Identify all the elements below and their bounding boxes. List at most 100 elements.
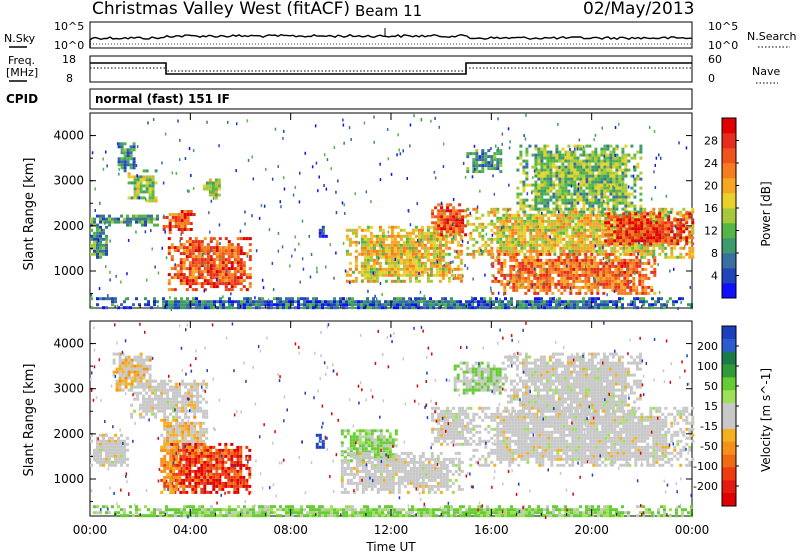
power-echo-cell xyxy=(600,189,604,193)
power-echo-cell xyxy=(321,234,325,238)
power-echo-cell xyxy=(499,225,503,229)
power-echo-cell xyxy=(221,258,225,262)
power-echo-cell xyxy=(559,255,563,259)
power-echo-cell xyxy=(387,267,391,271)
power-echo-cell xyxy=(532,234,536,238)
power-echo-cell xyxy=(530,273,534,277)
power-echo-cell xyxy=(544,246,548,250)
power-echo-cell xyxy=(497,255,501,259)
power-echo-cell xyxy=(120,163,124,167)
power-echo-cell xyxy=(429,279,433,283)
power-echo-cell xyxy=(198,303,201,307)
power-echo-cell xyxy=(423,306,426,310)
power-echo-cell xyxy=(685,242,689,246)
power-echo-cell xyxy=(531,183,535,187)
velocity-echo-cell xyxy=(154,388,158,392)
power-echo-cell xyxy=(560,276,564,280)
power-speckle xyxy=(226,269,228,273)
power-echo-cell xyxy=(614,285,618,289)
power-echo-cell xyxy=(182,249,186,253)
power-echo-cell xyxy=(546,204,550,208)
power-echo-cell xyxy=(522,300,525,304)
power-echo-cell xyxy=(664,213,668,217)
power-echo-cell xyxy=(111,300,114,304)
power-speckle xyxy=(464,264,466,268)
power-echo-cell xyxy=(673,242,677,246)
power-speckle xyxy=(277,231,280,235)
power-echo-cell xyxy=(173,267,177,271)
power-echo-cell xyxy=(570,171,574,175)
power-echo-cell xyxy=(233,282,237,286)
power-speckle xyxy=(263,204,266,208)
power-echo-cell xyxy=(390,279,394,283)
power-echo-cell xyxy=(191,282,195,286)
power-echo-cell xyxy=(583,237,587,241)
power-echo-cell xyxy=(589,228,593,232)
power-speckle xyxy=(423,294,426,298)
power-echo-cell xyxy=(600,159,604,163)
power-echo-cell xyxy=(529,243,533,247)
power-echo-cell xyxy=(402,300,405,304)
power-echo-cell xyxy=(539,273,543,277)
power-echo-cell xyxy=(239,279,243,283)
power-speckle xyxy=(410,297,412,301)
power-echo-cell xyxy=(456,252,460,256)
power-speckle xyxy=(525,113,527,117)
power-echo-cell xyxy=(555,306,558,310)
velocity-echo-cell xyxy=(148,376,152,380)
power-echo-cell xyxy=(570,168,574,172)
power-echo-cell xyxy=(481,152,485,156)
power-speckle xyxy=(452,235,455,239)
power-echo-cell xyxy=(591,300,594,304)
power-speckle xyxy=(650,197,653,201)
power-echo-cell xyxy=(502,246,506,250)
power-echo-cell xyxy=(685,216,689,220)
power-echo-cell xyxy=(378,228,382,232)
power-echo-cell xyxy=(525,183,529,187)
power-echo-cell xyxy=(288,300,291,304)
power-echo-cell xyxy=(567,306,570,310)
power-echo-cell xyxy=(372,264,376,268)
power-echo-cell xyxy=(580,234,584,238)
power-echo-cell xyxy=(197,276,201,280)
velocity-echo-cell xyxy=(139,391,143,395)
power-echo-cell xyxy=(618,168,622,172)
power-echo-cell xyxy=(381,237,385,241)
power-echo-cell xyxy=(243,297,246,301)
power-echo-cell xyxy=(593,255,597,259)
velocity-echo-cell xyxy=(115,388,119,392)
power-echo-cell xyxy=(682,230,686,234)
power-echo-cell xyxy=(643,246,647,250)
power-echo-cell xyxy=(511,237,515,241)
power-echo-cell xyxy=(550,231,554,235)
power-echo-cell xyxy=(472,152,476,156)
power-echo-cell xyxy=(655,236,659,240)
power-echo-cell xyxy=(327,306,330,310)
power-echo-cell xyxy=(449,212,453,216)
power-echo-cell xyxy=(520,237,524,241)
power-echo-cell xyxy=(490,155,494,159)
power-echo-cell xyxy=(573,168,577,172)
power-echo-cell xyxy=(279,297,282,301)
power-echo-cell xyxy=(533,258,537,262)
power-echo-cell xyxy=(102,252,105,256)
power-echo-cell xyxy=(99,225,102,229)
power-echo-cell xyxy=(148,187,152,191)
power-echo-cell xyxy=(218,279,222,283)
power-echo-cell xyxy=(182,276,186,280)
power-echo-cell xyxy=(441,297,444,301)
power-echo-cell xyxy=(603,171,607,175)
power-echo-cell xyxy=(635,288,639,292)
power-echo-cell xyxy=(437,224,441,228)
power-speckle xyxy=(506,273,508,277)
power-echo-cell xyxy=(530,270,534,274)
power-echo-cell xyxy=(612,159,616,163)
power-echo-cell xyxy=(188,255,192,259)
power-echo-cell xyxy=(508,243,512,247)
power-echo-cell xyxy=(156,217,159,221)
power-echo-cell xyxy=(565,240,569,244)
power-echo-cell xyxy=(431,221,435,225)
power-echo-cell xyxy=(658,230,662,234)
power-speckle xyxy=(677,306,679,310)
power-echo-cell xyxy=(582,147,586,151)
